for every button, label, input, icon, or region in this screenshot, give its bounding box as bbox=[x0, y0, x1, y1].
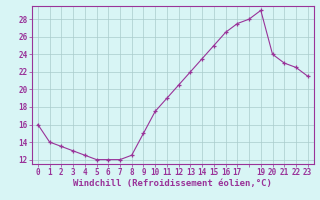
X-axis label: Windchill (Refroidissement éolien,°C): Windchill (Refroidissement éolien,°C) bbox=[73, 179, 272, 188]
